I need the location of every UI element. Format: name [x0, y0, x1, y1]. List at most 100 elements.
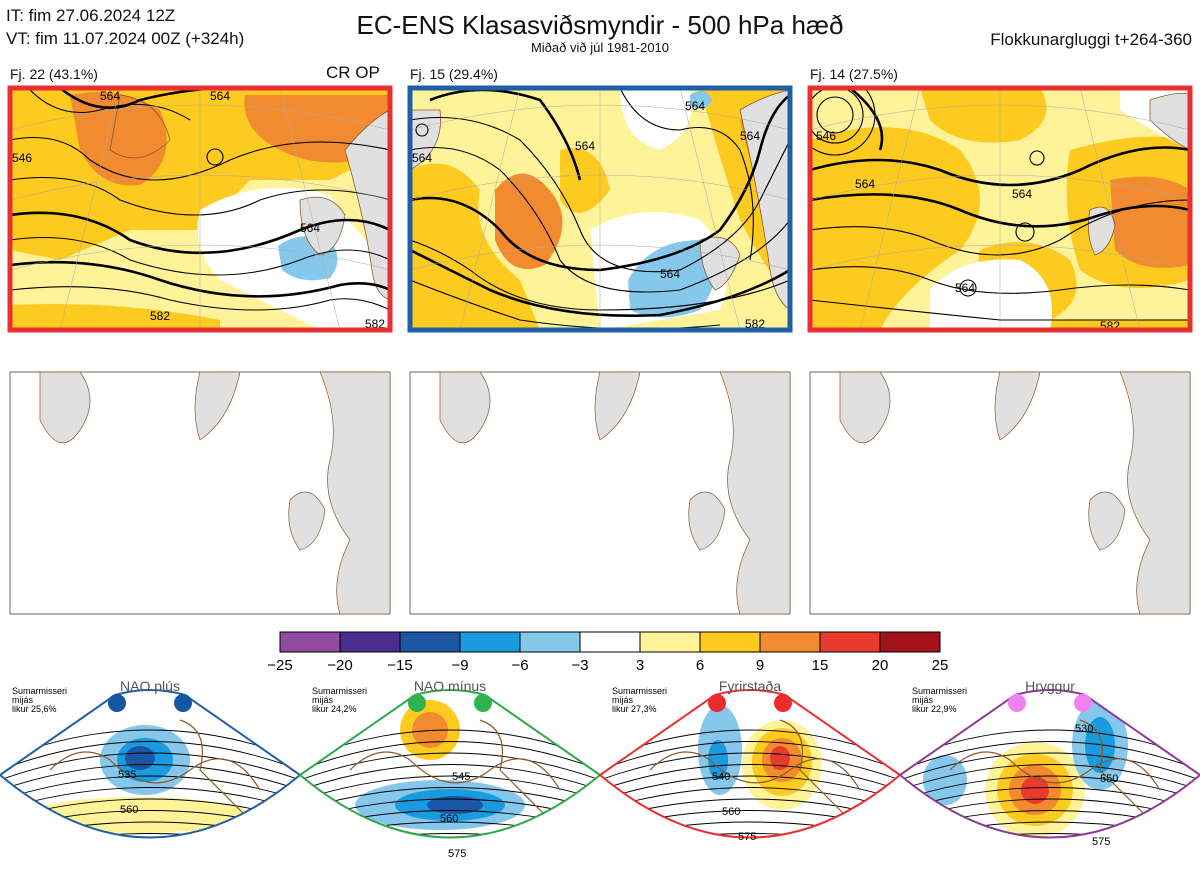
cluster-window: Flokkunargluggi t+264-360 — [990, 30, 1192, 49]
regime-contour-label: 550 — [1100, 773, 1118, 785]
regime-contour-label: 560 — [440, 813, 458, 825]
regime-caption: mijás — [312, 695, 334, 705]
c3-contour-label: 564 — [1012, 187, 1032, 201]
cluster-2-label: Fj. 15 (29.4%) — [410, 66, 498, 82]
colorbar-tick-label: 25 — [932, 657, 949, 674]
base-map-1 — [9, 371, 391, 615]
regime-dot — [774, 694, 792, 712]
colorbar-swatch — [579, 631, 641, 653]
c2-contour-label: 564 — [575, 139, 595, 153]
c2-contour-label: 564 — [660, 267, 680, 281]
regime-dot — [174, 694, 192, 712]
c3-contour-label: 564 — [855, 177, 875, 191]
regime-dot — [408, 694, 426, 712]
anomaly-shading — [708, 740, 728, 780]
base-map-2 — [409, 371, 791, 615]
regime-contour-label: 535 — [118, 769, 136, 781]
cluster-1-border — [7, 85, 393, 333]
regime-caption: Sumarmisseri — [312, 686, 367, 696]
page-subtitle: Miðað við júl 1981-2010 — [530, 40, 670, 55]
anomaly-shading — [30, 797, 250, 833]
colorbar-tick-label: 15 — [812, 657, 829, 674]
c2-contour-label: 564 — [412, 151, 432, 165]
regime-name: Hryggur — [1025, 678, 1075, 694]
regime-name: NAO mínus — [414, 678, 486, 694]
colorbar-tick-label: −25 — [267, 657, 292, 674]
c3-contour-label: 546 — [816, 129, 836, 143]
colorbar-tick-label: −15 — [387, 657, 412, 674]
anomaly-shading — [1012, 849, 1048, 861]
regime-contour-label: 540 — [712, 771, 730, 783]
base-maps — [9, 371, 1191, 615]
regime-caption: likur 22,9% — [912, 704, 957, 714]
regime-contour-label: 530 — [1075, 723, 1093, 735]
regime-dot — [108, 694, 126, 712]
colorbar-tick-label: 9 — [756, 657, 764, 674]
regime-dot — [1074, 694, 1092, 712]
regime-caption: likur 24,2% — [312, 704, 357, 714]
colorbar-tick-label: 6 — [696, 657, 704, 674]
page-title: EC-ENS Klasasviðsmyndir - 500 hPa hæð — [356, 10, 844, 40]
anomaly-shading — [770, 746, 790, 770]
colorbar-swatch — [639, 631, 701, 653]
colorbar-swatch — [459, 631, 521, 653]
c1-contour-label: 582 — [365, 317, 385, 331]
regime-caption: Sumarmisseri — [912, 686, 967, 696]
regime-caption: likur 25,6% — [12, 704, 57, 714]
colorbar: −25 −20 −15 −9 −6 −3 3 6 9 15 20 25 — [267, 631, 949, 674]
anomaly-shading — [125, 746, 155, 770]
regime-name: NAO plús — [120, 678, 180, 694]
cluster-1-label: Fj. 22 (43.1%) — [10, 66, 98, 82]
regime-contour-label: 545 — [452, 771, 470, 783]
colorbar-tick-label: 3 — [636, 657, 644, 674]
regime-caption: mijás — [912, 695, 934, 705]
colorbar-swatch — [279, 631, 341, 653]
colorbar-tick-label: −3 — [571, 657, 588, 674]
anomaly-shading — [923, 755, 967, 805]
regime-caption: Sumarmisseri — [12, 686, 67, 696]
cluster-3-label: Fj. 14 (27.5%) — [810, 66, 898, 82]
c1-contour-label: 582 — [150, 309, 170, 323]
colorbar-swatch — [339, 631, 401, 653]
regime-name: Fyrirstaða — [719, 678, 781, 694]
regime-contour-label: 575 — [738, 831, 756, 843]
regime-contour-label: 575 — [1092, 836, 1110, 848]
cluster-3-map: 546 564 564 564 582 — [810, 88, 1190, 333]
regime-dot — [474, 694, 492, 712]
regime-contour-label: 575 — [448, 848, 466, 860]
regime-border — [898, 689, 1200, 839]
anomaly-shading — [1021, 776, 1049, 804]
c1-contour-label: 564 — [100, 89, 120, 103]
regime-contour-label: 560 — [722, 806, 740, 818]
colorbar-swatch — [819, 631, 881, 653]
c1-contour-label: 546 — [12, 151, 32, 165]
valid-time: VT: fim 11.07.2024 00Z (+324h) — [6, 29, 245, 48]
cluster-1-map: 564 546 564 564 582 582 — [10, 88, 390, 331]
anomaly-shading — [427, 796, 483, 814]
regime-border — [598, 689, 902, 839]
c1-contour-label: 564 — [300, 221, 320, 235]
init-time: IT: fim 27.06.2024 12Z — [6, 6, 176, 25]
c3-contour-label: 582 — [1100, 319, 1120, 333]
regime-caption: mijás — [612, 695, 634, 705]
regime-caption: mijás — [12, 695, 34, 705]
colorbar-tick-label: 20 — [872, 657, 889, 674]
cluster-3-border — [807, 85, 1193, 333]
cluster-2-map: 564 564 564 564 564 582 — [410, 88, 790, 330]
base-map-3 — [809, 371, 1191, 615]
c2-contour-label: 564 — [740, 129, 760, 143]
colorbar-tick-label: −6 — [511, 657, 528, 674]
colorbar-tick-label: −9 — [451, 657, 468, 674]
c3-contour-label: 564 — [955, 281, 975, 295]
regime-caption: likur 27,3% — [612, 704, 657, 714]
cluster-1-badge: CR OP — [326, 63, 380, 82]
c1-contour-label: 564 — [210, 89, 230, 103]
colorbar-swatch — [879, 631, 941, 653]
colorbar-swatch — [759, 631, 821, 653]
regime-contour-label: 560 — [120, 804, 138, 816]
